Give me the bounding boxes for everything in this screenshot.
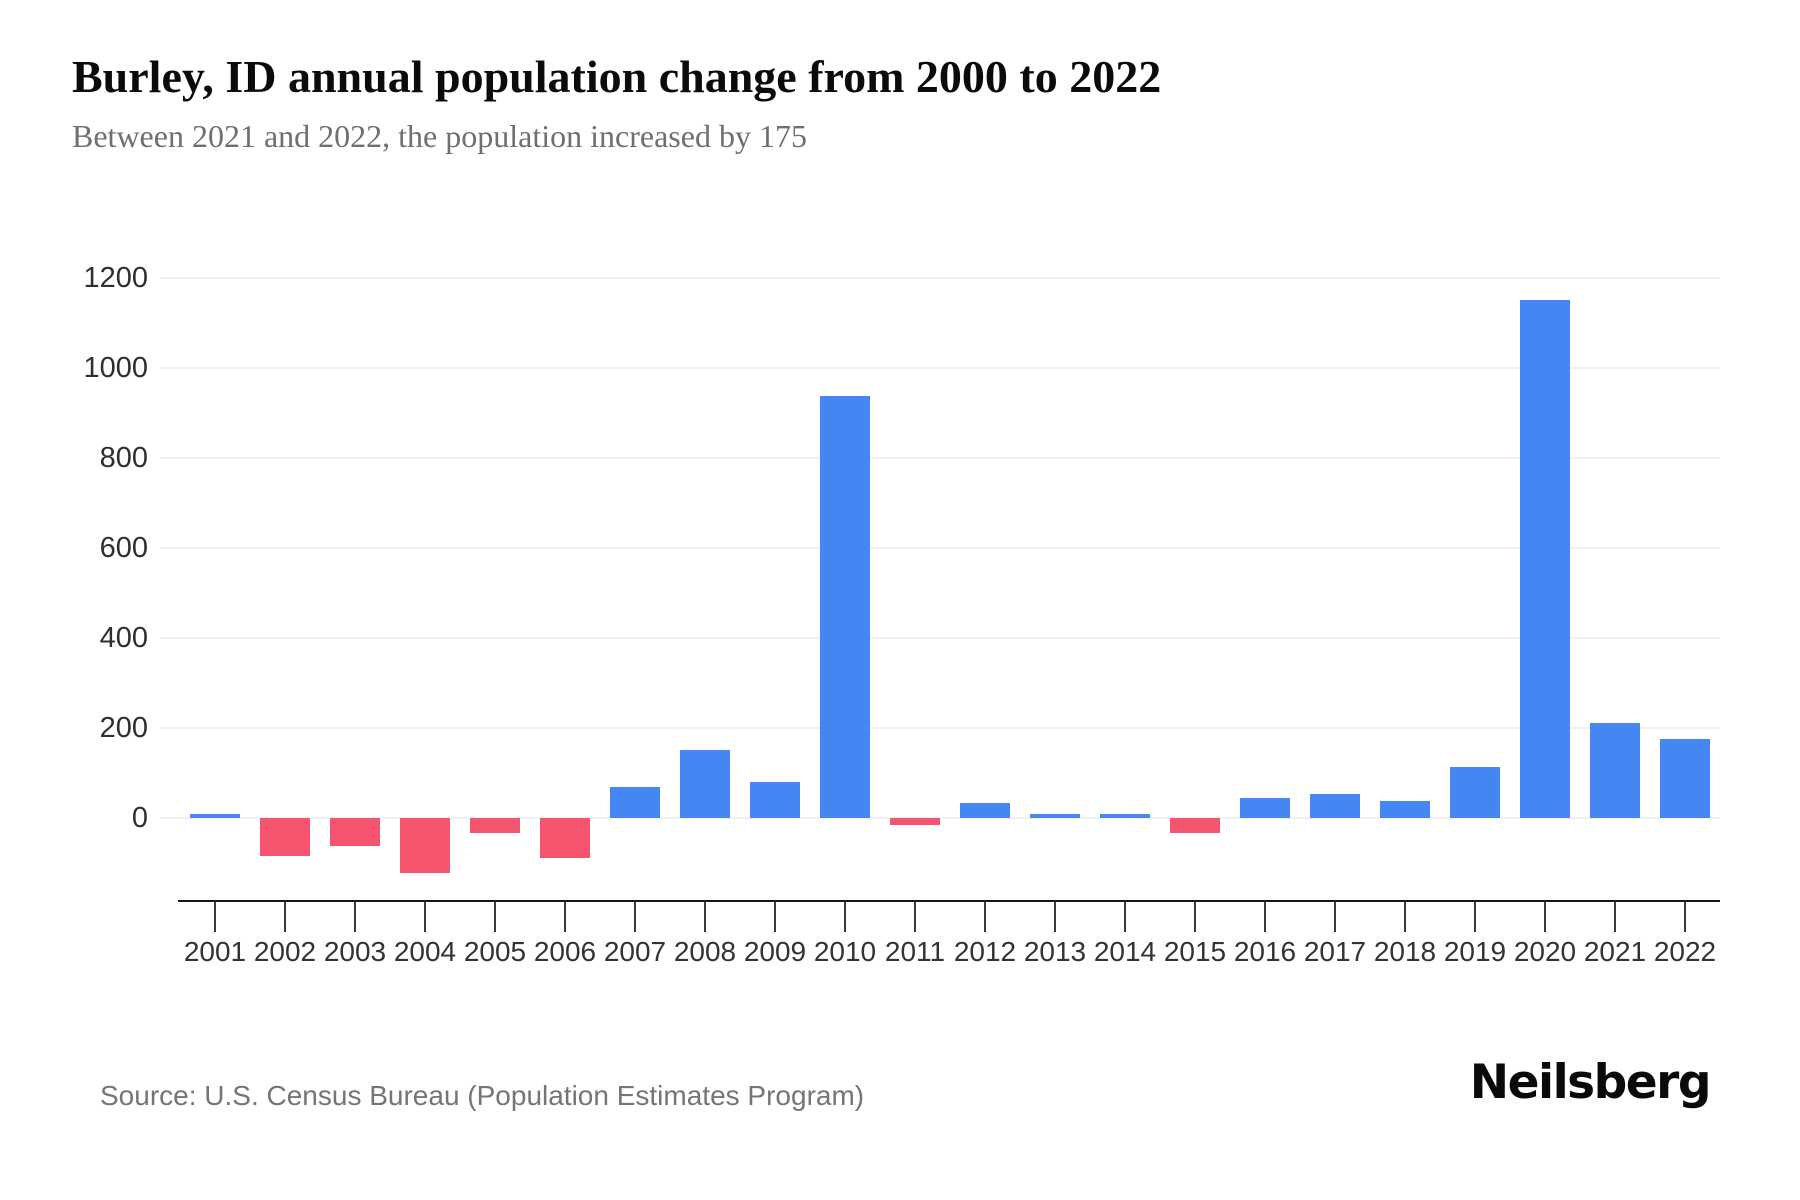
x-axis-label-2003: 2003 — [323, 936, 387, 967]
x-axis-label-2014: 2014 — [1093, 936, 1157, 967]
bar-2006 — [540, 818, 590, 859]
bar-2020 — [1520, 299, 1570, 818]
bar-2018 — [1380, 800, 1430, 818]
x-tick-2011 — [914, 902, 916, 932]
bar-2014 — [1100, 814, 1150, 818]
x-axis-label-2018: 2018 — [1373, 936, 1437, 967]
gridline-y-400 — [160, 637, 1720, 639]
x-axis-label-2005: 2005 — [463, 936, 527, 967]
gridline-y-1000 — [160, 367, 1720, 369]
bar-2015 — [1170, 818, 1220, 834]
bar-2019 — [1450, 766, 1500, 818]
x-axis-label-2021: 2021 — [1583, 936, 1647, 967]
bar-2004 — [400, 818, 450, 873]
x-axis-label-2004: 2004 — [393, 936, 457, 967]
bar-2002 — [260, 818, 310, 856]
x-axis-label-2006: 2006 — [533, 936, 597, 967]
x-axis-label-2012: 2012 — [953, 936, 1017, 967]
x-axis-label-2011: 2011 — [884, 936, 946, 967]
x-tick-2005 — [494, 902, 496, 932]
bar-2011 — [890, 818, 940, 825]
x-axis-label-2009: 2009 — [743, 936, 807, 967]
x-axis-label-2010: 2010 — [813, 936, 877, 967]
y-axis-label-0: 0 — [131, 802, 148, 834]
x-tick-2019 — [1474, 902, 1476, 932]
source-attribution: Source: U.S. Census Bureau (Population E… — [100, 1080, 865, 1111]
x-axis-label-2015: 2015 — [1163, 936, 1227, 967]
x-axis-label-2017: 2017 — [1303, 936, 1367, 967]
x-tick-2015 — [1194, 902, 1196, 932]
y-axis-label-200: 200 — [99, 712, 148, 744]
x-tick-2017 — [1334, 902, 1336, 932]
x-tick-2021 — [1614, 902, 1616, 932]
y-axis-label-1200: 1200 — [83, 262, 148, 294]
bar-2016 — [1240, 798, 1290, 818]
bar-2010 — [820, 395, 870, 818]
x-tick-2022 — [1684, 902, 1686, 932]
gridline-y-600 — [160, 547, 1720, 549]
x-tick-2002 — [284, 902, 286, 932]
x-tick-2003 — [354, 902, 356, 932]
chart-subtitle: Between 2021 and 2022, the population in… — [72, 118, 807, 154]
x-axis-label-2008: 2008 — [673, 936, 737, 967]
x-axis-label-2016: 2016 — [1233, 936, 1297, 967]
y-axis-label-600: 600 — [99, 532, 148, 564]
bar-2008 — [680, 749, 730, 818]
x-tick-2009 — [774, 902, 776, 932]
bar-2022 — [1660, 739, 1710, 818]
x-tick-2012 — [984, 902, 986, 932]
x-tick-2018 — [1404, 902, 1406, 932]
x-axis-label-2013: 2013 — [1023, 936, 1087, 967]
bar-2001 — [190, 814, 240, 818]
x-axis-label-2022: 2022 — [1653, 936, 1717, 967]
x-tick-2006 — [564, 902, 566, 932]
bar-2007 — [610, 787, 660, 818]
x-tick-2020 — [1544, 902, 1546, 932]
neilsberg-logo: Neilsberg — [1469, 1055, 1712, 1110]
gridline-y-200 — [160, 727, 1720, 729]
x-axis-label-2020: 2020 — [1513, 936, 1577, 967]
bar-2012 — [960, 802, 1010, 818]
x-tick-2014 — [1124, 902, 1126, 932]
gridline-y-1200 — [160, 277, 1720, 279]
y-axis-label-1000: 1000 — [83, 352, 148, 384]
x-axis-label-2007: 2007 — [603, 936, 667, 967]
x-tick-2016 — [1264, 902, 1266, 932]
x-axis-line — [178, 900, 1720, 902]
y-axis-label-800: 800 — [99, 442, 148, 474]
x-tick-2007 — [634, 902, 636, 932]
x-tick-2008 — [704, 902, 706, 932]
x-tick-2013 — [1054, 902, 1056, 932]
x-axis-label-2019: 2019 — [1443, 936, 1507, 967]
bar-2017 — [1310, 793, 1360, 818]
gridline-y-0 — [160, 817, 1720, 819]
x-tick-2001 — [214, 902, 216, 932]
x-axis-label-2001: 2001 — [183, 936, 247, 967]
x-tick-2010 — [844, 902, 846, 932]
y-axis-label-400: 400 — [99, 622, 148, 654]
bar-2009 — [750, 782, 800, 818]
bar-2013 — [1030, 814, 1080, 818]
x-axis-label-2002: 2002 — [253, 936, 317, 967]
gridline-y-800 — [160, 457, 1720, 459]
bar-2005 — [470, 818, 520, 833]
bar-2003 — [330, 818, 380, 846]
x-tick-2004 — [424, 902, 426, 932]
chart-title: Burley, ID annual population change from… — [72, 51, 1162, 102]
bar-2021 — [1590, 722, 1640, 818]
